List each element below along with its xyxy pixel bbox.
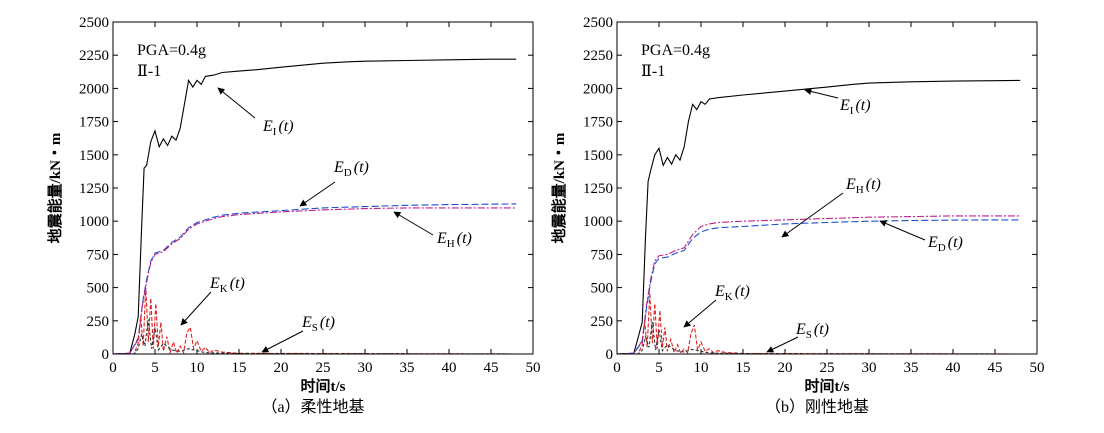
- y-tick-label: 1000: [79, 214, 109, 230]
- series-line-ekt: [617, 292, 1021, 354]
- y-tick-label: 750: [591, 247, 614, 263]
- y-tick-label: 0: [102, 347, 110, 363]
- condition-note: Ⅱ-1: [641, 63, 665, 80]
- label-arrow: [781, 192, 844, 238]
- y-tick-label: 2500: [583, 15, 613, 31]
- x-tick-label: 15: [736, 360, 751, 376]
- y-tick-label: 1750: [79, 115, 109, 131]
- series-label: ED (t): [927, 234, 963, 254]
- x-tick-label: 0: [109, 360, 117, 376]
- series-label: EH (t): [845, 176, 881, 196]
- label-arrow: [879, 220, 926, 241]
- y-axis-label: 地震能量/kN・m: [550, 132, 568, 243]
- y-tick-label: 250: [87, 314, 110, 330]
- series-label: ES (t): [795, 321, 829, 341]
- x-axis-label: 时间t/s: [300, 377, 345, 395]
- y-tick-label: 500: [87, 281, 110, 297]
- series-line-eit: [113, 58, 517, 354]
- y-tick-label: 250: [591, 314, 614, 330]
- series-label: ED (t): [333, 159, 369, 179]
- x-tick-label: 40: [442, 360, 457, 376]
- y-tick-label: 500: [591, 281, 614, 297]
- y-axis-label: 地震能量/kN・m: [46, 132, 64, 243]
- x-tick-label: 25: [820, 360, 835, 376]
- figure-caption: （b）刚性地基: [765, 398, 869, 416]
- x-tick-label: 35: [400, 360, 415, 376]
- y-tick-label: 1250: [583, 181, 613, 197]
- x-tick-label: 25: [316, 360, 331, 376]
- chart-panel-a: 0 5 10 15 20 25 30 35 40 45 5002505007501000125015…: [46, 15, 541, 416]
- figure-caption: （a）柔性地基: [261, 398, 364, 416]
- x-tick-label: 0: [613, 360, 621, 376]
- y-tick-label: 1000: [583, 214, 613, 230]
- y-tick-label: 1750: [583, 115, 613, 131]
- label-arrow: [299, 181, 336, 207]
- condition-note: PGA=0.4g: [641, 42, 710, 59]
- x-tick-label: 45: [988, 360, 1003, 376]
- series-line-ekt: [113, 287, 517, 354]
- y-tick-label: 1500: [79, 148, 109, 164]
- x-tick-label: 40: [946, 360, 961, 376]
- label-arrow: [180, 291, 212, 326]
- plot-frame: [112, 21, 534, 355]
- series-label: EH (t): [436, 230, 472, 250]
- x-tick-label: 15: [232, 360, 247, 376]
- x-tick-label: 20: [778, 360, 793, 376]
- x-tick-label: 20: [274, 360, 289, 376]
- x-axis-label: 时间t/s: [804, 377, 849, 395]
- y-tick-label: 2000: [79, 81, 109, 97]
- y-tick-label: 2000: [583, 81, 613, 97]
- series-label: EK (t): [209, 275, 245, 295]
- series-label: EI (t): [839, 97, 871, 117]
- series-label: EK (t): [714, 283, 750, 303]
- y-tick-label: 1500: [583, 148, 613, 164]
- chart-panel-b: 0 5 10 15 20 25 30 35 40 45 5002505007501000125015…: [550, 15, 1045, 416]
- x-tick-label: 30: [862, 360, 877, 376]
- x-tick-label: 10: [694, 360, 709, 376]
- series-line-est: [113, 319, 517, 354]
- series-line-edt: [113, 203, 517, 354]
- plot-frame: [616, 21, 1038, 355]
- x-tick-label: 5: [151, 360, 159, 376]
- label-arrow: [683, 299, 717, 328]
- x-tick-label: 50: [1030, 360, 1045, 376]
- x-tick-label: 50: [526, 360, 541, 376]
- condition-note: Ⅱ-1: [137, 63, 161, 80]
- x-tick-label: 35: [904, 360, 919, 376]
- y-tick-label: 1250: [79, 181, 109, 197]
- condition-note: PGA=0.4g: [137, 42, 206, 59]
- y-tick-label: 750: [87, 247, 110, 263]
- label-arrow: [393, 211, 434, 236]
- label-arrow: [261, 330, 304, 353]
- y-tick-label: 2250: [79, 48, 109, 64]
- series-label: EI (t): [262, 118, 294, 138]
- label-arrow: [217, 87, 256, 119]
- series-line-edt: [617, 219, 1021, 354]
- x-tick-label: 45: [484, 360, 499, 376]
- series-label: ES (t): [301, 314, 335, 334]
- y-tick-label: 2250: [583, 48, 613, 64]
- x-tick-label: 10: [190, 360, 205, 376]
- series-line-est: [617, 322, 1021, 354]
- label-arrow: [804, 88, 839, 99]
- x-tick-label: 30: [358, 360, 373, 376]
- label-arrow: [766, 336, 799, 353]
- x-tick-label: 5: [655, 360, 663, 376]
- series-line-eit: [617, 79, 1021, 354]
- y-tick-label: 2500: [79, 15, 109, 31]
- y-tick-label: 0: [606, 347, 614, 363]
